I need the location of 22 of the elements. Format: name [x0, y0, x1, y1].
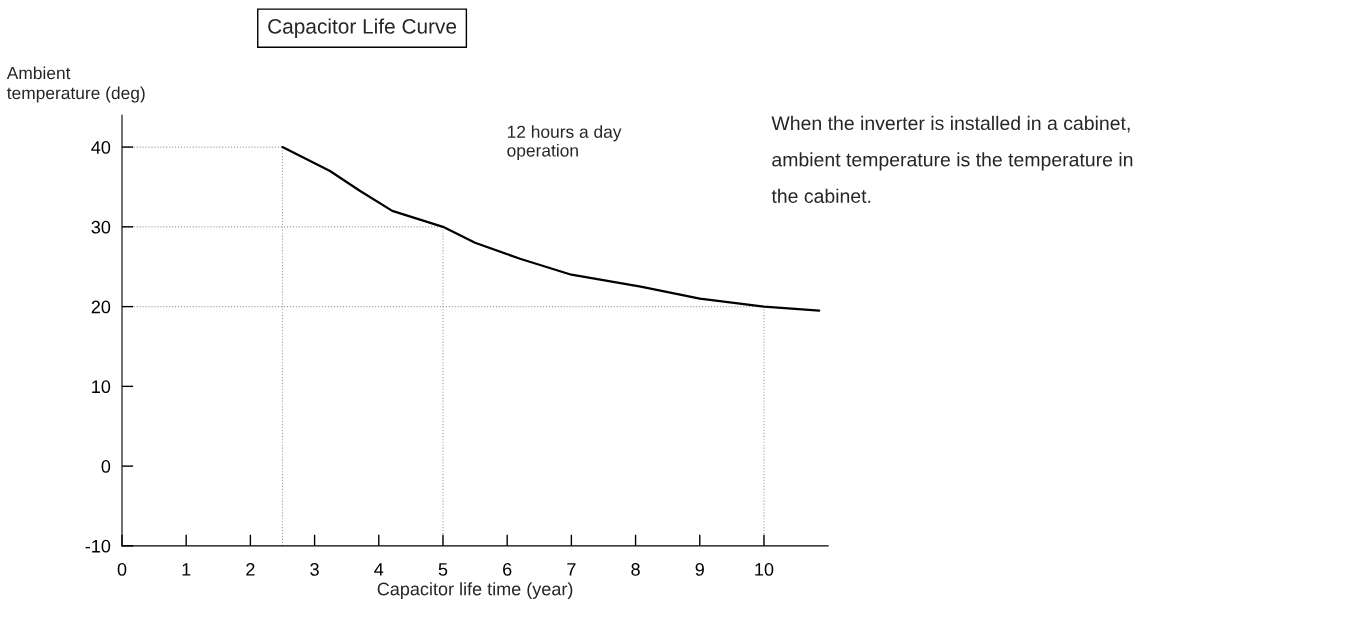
x-tick-label: 1 [182, 563, 191, 576]
annotation: When the inverter is installed in a cabinet, ambient temperature is the temperature in the cabinet. [771, 115, 1133, 203]
y-tick-label: 30 [91, 220, 111, 234]
x-tick-label: 3 [310, 563, 319, 576]
x-tick-label: 0 [117, 563, 127, 576]
x-tick-label: 7 [567, 563, 576, 576]
x-tick-label: 4 [374, 563, 384, 576]
annotation: 12 hours a day operation [507, 125, 622, 161]
y-tick-label: 40 [91, 141, 111, 154]
x-tick-label: 6 [503, 563, 512, 576]
x-tick-label: 9 [695, 563, 704, 576]
y-tick-label: 20 [91, 300, 111, 314]
x-tick-label: 8 [631, 563, 640, 576]
y-tick-label: 10 [92, 380, 111, 394]
y-tick-label: 0 [101, 460, 111, 473]
x-tick-label: 5 [438, 563, 448, 576]
y-tick-label: -10 [85, 539, 111, 553]
x-tick-label: 10 [755, 563, 774, 576]
x-axis-title: Capacitor life time (year) [377, 582, 573, 599]
x-tick-label: 2 [246, 563, 255, 576]
chart-title: Capacitor Life Curve [268, 18, 457, 38]
y-axis-title: Ambient temperature (deg) [6, 66, 145, 103]
